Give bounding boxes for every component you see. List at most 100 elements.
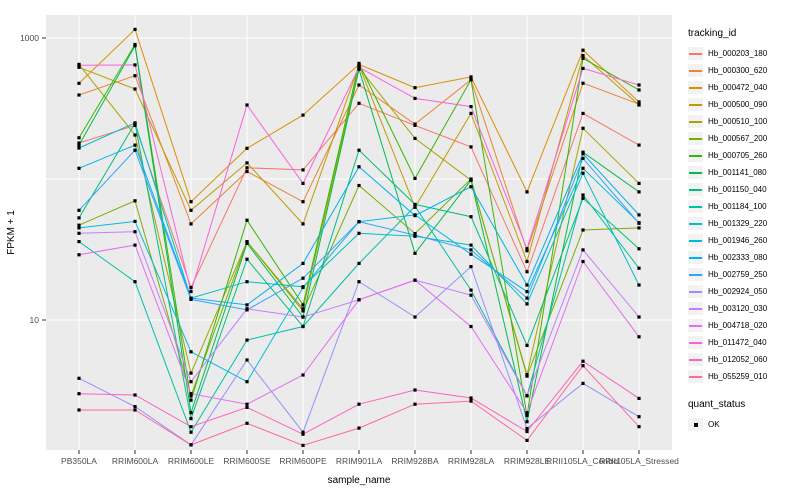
data-point — [301, 315, 305, 319]
data-point — [189, 350, 193, 354]
data-point — [77, 253, 81, 257]
legend-item: Hb_001141_080 — [688, 164, 798, 181]
legend-item-label: Hb_012052_060 — [708, 355, 768, 364]
data-point — [525, 249, 529, 253]
data-point — [189, 285, 193, 290]
legend-item: Hb_011472_040 — [688, 334, 798, 351]
x-tick-label: RRIM928LA — [448, 456, 495, 466]
data-point — [133, 199, 137, 203]
data-point — [357, 148, 361, 152]
data-point — [413, 388, 417, 392]
data-point — [525, 420, 529, 424]
legend-item-label: Hb_001946_260 — [708, 236, 768, 245]
legend-key-line-icon — [688, 47, 703, 60]
data-point — [357, 231, 361, 235]
legend-item-label: Hb_004718_020 — [708, 321, 768, 330]
data-point — [637, 213, 641, 217]
data-point — [301, 443, 305, 447]
data-point — [245, 338, 249, 342]
data-point — [469, 396, 473, 400]
legend-item-label: Hb_001150_040 — [708, 185, 767, 194]
legend-item: Hb_000705_260 — [688, 147, 798, 164]
data-point — [245, 240, 249, 244]
data-point — [77, 65, 81, 69]
data-point — [77, 143, 81, 147]
data-point — [189, 411, 193, 415]
data-point — [581, 56, 585, 60]
data-point — [189, 443, 193, 447]
data-point — [189, 290, 193, 294]
data-point — [133, 74, 137, 78]
data-point — [637, 83, 641, 87]
data-point — [133, 243, 137, 247]
legend-key-line-icon — [688, 336, 703, 349]
x-axis-title: sample_name — [328, 475, 391, 486]
data-point — [301, 432, 305, 436]
data-point — [133, 87, 137, 91]
data-point — [581, 54, 585, 58]
x-tick-label: RRIM600SE — [223, 456, 271, 466]
data-point — [525, 374, 529, 378]
data-point — [357, 183, 361, 188]
data-point — [133, 123, 137, 127]
data-point — [469, 78, 473, 82]
data-point — [77, 208, 81, 212]
data-point — [301, 303, 305, 307]
data-point — [581, 364, 585, 368]
data-point — [301, 276, 305, 280]
data-point — [77, 141, 81, 145]
data-point — [525, 296, 529, 300]
data-point — [245, 280, 249, 284]
data-point — [413, 315, 417, 319]
legend-item-label: Hb_011472_040 — [708, 338, 767, 347]
data-point — [245, 218, 249, 222]
data-point — [77, 81, 81, 85]
data-point — [637, 415, 641, 419]
data-point — [357, 298, 361, 302]
legend-key-line-icon — [688, 302, 703, 315]
data-point — [301, 181, 305, 185]
data-point — [581, 359, 585, 363]
legend-item-label: Hb_055259_010 — [708, 372, 768, 381]
y-tick-label: 10 — [30, 315, 40, 325]
y-axis-title: FPKM + 1 — [6, 210, 17, 255]
x-tick-label: RRIM928BA — [391, 456, 439, 466]
data-point — [245, 380, 249, 384]
data-point — [413, 176, 417, 180]
data-point — [301, 307, 305, 311]
legend-item-label: Hb_000472_040 — [708, 83, 768, 92]
data-point — [469, 288, 473, 292]
legend-item: Hb_000500_090 — [688, 96, 798, 113]
data-point — [245, 103, 249, 107]
legend-key-line-icon — [688, 268, 703, 281]
data-point — [77, 146, 81, 150]
data-point — [581, 152, 585, 156]
legend-item: Hb_001150_040 — [688, 181, 798, 198]
data-point — [413, 251, 417, 255]
legend-key-line-icon — [688, 166, 703, 179]
data-point — [245, 303, 249, 307]
data-point — [637, 396, 641, 400]
data-point — [525, 302, 529, 306]
legend-item: Hb_001946_260 — [688, 232, 798, 249]
y-tick-label: 1000 — [20, 33, 39, 43]
data-point — [469, 399, 473, 403]
legend-item-label: OK — [708, 420, 720, 429]
data-point — [77, 376, 81, 380]
data-point — [581, 259, 585, 264]
x-tick-label: RRIM600PE — [279, 456, 327, 466]
data-point — [357, 220, 361, 224]
data-point — [413, 214, 417, 218]
data-point — [637, 335, 641, 339]
data-point — [525, 343, 529, 347]
data-point — [133, 148, 137, 152]
data-point — [189, 398, 193, 402]
x-tick-label: RRII105LA_Stressed — [599, 456, 679, 466]
x-tick-label: RRIM600LE — [168, 456, 215, 466]
legend-key-line-icon — [688, 183, 703, 196]
data-point — [469, 293, 473, 297]
legend-item: Hb_000300_620 — [688, 62, 798, 79]
data-point — [133, 219, 137, 223]
data-point — [413, 278, 417, 282]
